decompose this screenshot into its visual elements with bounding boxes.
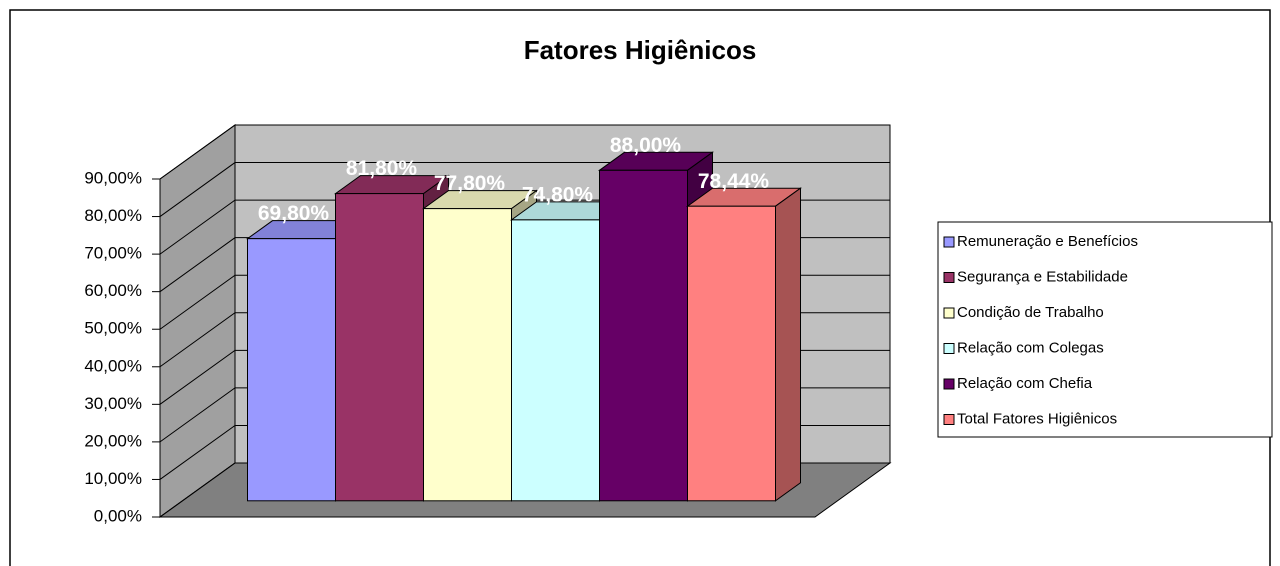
value-label: 78,44% [698, 170, 770, 193]
legend-swatch [943, 272, 955, 283]
y-tick-label: 90,00% [84, 168, 142, 187]
legend-box [937, 221, 1273, 438]
legend-swatch [943, 414, 955, 425]
y-tick-label: 70,00% [84, 244, 142, 263]
value-label: 69,80% [258, 202, 330, 225]
legend-label: Segurança e Estabilidade [957, 268, 1128, 285]
value-label: 81,80% [346, 157, 418, 180]
legend-label: Condição de Trabalho [957, 304, 1104, 321]
y-tick-label: 50,00% [84, 319, 142, 338]
legend-swatch [943, 378, 955, 390]
y-tick-label: 80,00% [84, 206, 142, 225]
bar [247, 238, 336, 502]
bar [423, 208, 512, 502]
legend-label: Remuneração e Benefícios [957, 233, 1138, 250]
legend-swatch [943, 236, 955, 248]
grid-line [159, 124, 890, 180]
y-tick-label: 20,00% [84, 431, 142, 450]
legend-label: Relação com Colegas [957, 339, 1104, 356]
bar-side [775, 187, 801, 502]
chart-title: Fatores Higiênicos [524, 35, 757, 65]
bar [687, 205, 776, 502]
value-label: 77,80% [434, 172, 506, 195]
bar [511, 219, 600, 502]
bar [599, 169, 688, 502]
y-tick-label: 40,00% [84, 356, 142, 375]
value-label: 74,80% [522, 183, 594, 206]
legend-label: Relação com Chefia [957, 375, 1093, 392]
legend-swatch [943, 343, 955, 354]
bar [335, 193, 424, 502]
value-label: 88,00% [610, 134, 682, 157]
legend-label: Total Fatores Higiênicos [957, 410, 1117, 427]
y-tick-label: 30,00% [84, 394, 142, 413]
y-tick-label: 60,00% [84, 281, 142, 300]
legend-swatch [943, 307, 955, 319]
y-tick-label: 10,00% [84, 469, 142, 488]
y-tick-label: 0,00% [94, 506, 142, 525]
